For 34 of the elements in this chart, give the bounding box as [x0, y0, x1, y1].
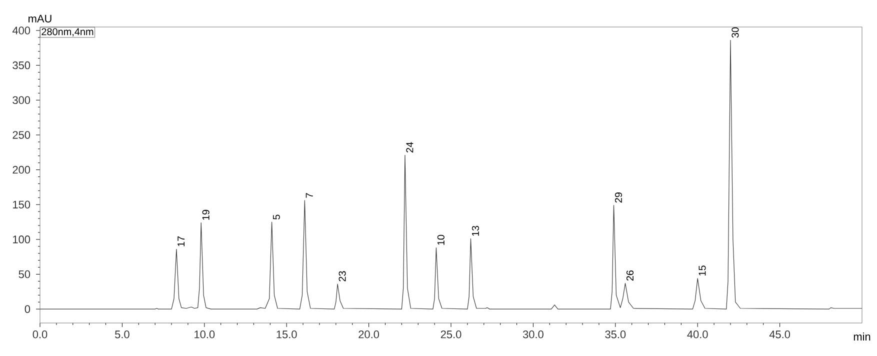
annotation: 17 — [178, 236, 185, 246]
annotation: 280nm,4nm — [42, 28, 94, 36]
x-tick-label: 45.0 — [769, 330, 790, 338]
x-tick-label: 20.0 — [358, 330, 380, 338]
x-tick-label: 10.0 — [194, 330, 215, 338]
annotation: 23 — [338, 271, 346, 282]
x-tick-label: 40.0 — [687, 330, 708, 338]
y-tick-label: 300 — [12, 96, 30, 104]
y-tick-label: 250 — [12, 131, 30, 139]
y-tick-label: 350 — [12, 61, 30, 70]
x-tick-label: 5.0 — [115, 330, 130, 338]
annotation: 26 — [626, 270, 634, 281]
annotation: 5 — [272, 214, 280, 220]
y-axis-title: mAU — [28, 14, 52, 22]
y-tick-label: 150 — [13, 200, 30, 208]
x-tick-label: 0.0 — [32, 330, 48, 338]
y-tick-label: 50 — [18, 270, 30, 278]
annotation: 24 — [406, 142, 414, 152]
annotation: 29 — [614, 192, 622, 203]
x-axis-title: min — [854, 332, 870, 340]
y-tick-label: 100 — [13, 236, 30, 244]
x-tick-label: 35.0 — [605, 330, 626, 338]
annotation: 15 — [698, 266, 706, 276]
x-tick-label: 25.0 — [440, 330, 462, 338]
x-tick-label: 30.0 — [522, 330, 544, 338]
annotation: 7 — [306, 193, 313, 198]
annotation: 13 — [472, 226, 479, 236]
y-tick-label: 400 — [12, 26, 30, 34]
annotation: 10 — [437, 234, 444, 245]
y-tick-label: 0 — [24, 305, 30, 313]
y-tick-label: 200 — [12, 166, 30, 174]
annotation: 19 — [202, 210, 210, 220]
annotation: 30 — [732, 27, 739, 38]
x-tick-label: 15.0 — [276, 330, 297, 338]
